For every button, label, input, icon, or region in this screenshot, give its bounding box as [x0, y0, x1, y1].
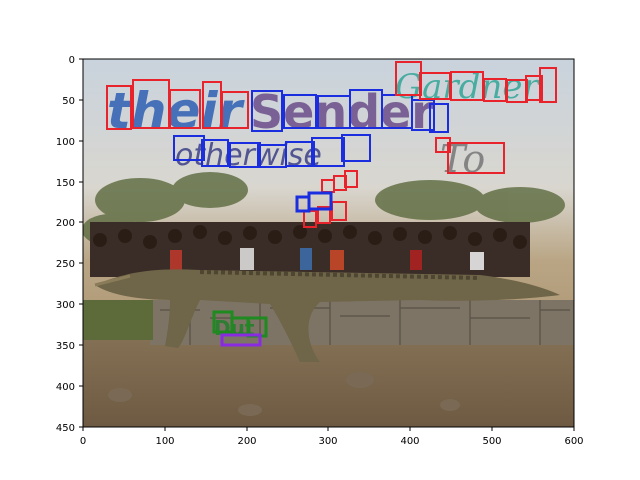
x-tick-label: 400 — [400, 436, 419, 447]
y-tick-label: 50 — [62, 96, 75, 107]
y-tick-label: 350 — [56, 341, 75, 352]
x-tick-label: 300 — [318, 436, 337, 447]
x-axis: 0 100 200 300 400 500 600 — [80, 427, 584, 447]
y-axis: 0 50 100 150 200 250 300 350 400 450 — [56, 55, 83, 434]
y-tick-label: 450 — [56, 423, 75, 434]
y-tick-label: 300 — [56, 300, 75, 311]
y-tick-label: 200 — [56, 218, 75, 229]
x-tick-label: 0 — [80, 436, 86, 447]
x-tick-label: 200 — [237, 436, 256, 447]
stone-wall — [83, 300, 574, 345]
y-tick-label: 0 — [69, 55, 75, 66]
y-tick-label: 250 — [56, 259, 75, 270]
y-tick-label: 100 — [56, 137, 75, 148]
x-tick-label: 500 — [482, 436, 501, 447]
crowd — [90, 222, 530, 277]
x-tick-label: 600 — [564, 436, 583, 447]
y-tick-label: 400 — [56, 382, 75, 393]
x-tick-label: 100 — [155, 436, 174, 447]
y-tick-label: 150 — [56, 178, 75, 189]
